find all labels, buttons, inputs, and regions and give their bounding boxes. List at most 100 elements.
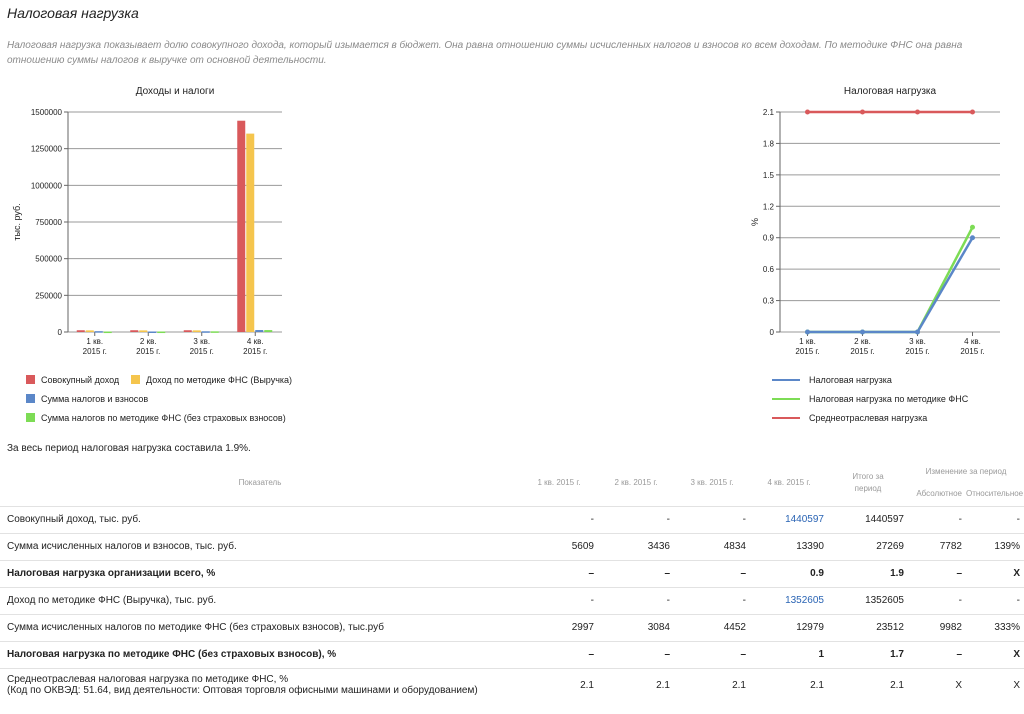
y-tick-label: 0.9: [763, 234, 775, 243]
cell-total: 1440597: [828, 505, 908, 533]
period-summary: За весь период налоговая нагрузка состав…: [7, 443, 251, 454]
x-tick-label: 2015 г.: [136, 347, 160, 356]
bar: [264, 330, 273, 332]
bar: [237, 120, 246, 333]
x-tick-label: 4 кв.: [247, 337, 264, 346]
cell-abs: –: [908, 559, 966, 587]
row-label-text: Сумма исчисленных налогов и взносов, тыс…: [7, 541, 237, 552]
row-label-text: Совокупный доход, тыс. руб.: [7, 514, 141, 525]
x-tick-label: 2015 г.: [850, 347, 874, 356]
cell-q3: 4834: [674, 532, 750, 560]
col-header-indicator: Показатель: [238, 478, 282, 488]
bar: [130, 330, 139, 332]
row-label: Сумма исчисленных налогов по методике ФН…: [0, 613, 520, 641]
cell-q3: -: [674, 505, 750, 533]
cell-q4: 12979: [750, 613, 828, 641]
data-point: [915, 109, 920, 115]
y-tick-label: 0: [770, 328, 775, 337]
legend-swatch-yellow: [131, 375, 140, 384]
bar: [210, 331, 219, 333]
row-label-text: Налоговая нагрузка организации всего, %: [7, 568, 216, 579]
data-point: [860, 329, 865, 335]
y-tick-label: 0.6: [763, 265, 775, 274]
legend-item-industry-burden[interactable]: Среднеотраслевая нагрузка: [772, 408, 968, 427]
cell-q1: 5609: [520, 532, 598, 560]
col-header-q4: 4 кв. 2015 г.: [767, 478, 811, 488]
cell-q4: 13390: [750, 532, 828, 560]
cell-abs: X: [908, 667, 966, 702]
row-label-note: (Код по ОКВЭД: 51.64, вид деятельности: …: [7, 685, 478, 697]
y-axis-label: %: [750, 218, 760, 226]
x-tick-label: 3 кв.: [909, 337, 926, 346]
cell-rel: X: [966, 559, 1024, 587]
legend-item-taxes-contributions[interactable]: Сумма налогов и взносов: [26, 389, 292, 408]
legend-swatch-green: [772, 397, 800, 400]
cell-q3: 4452: [674, 613, 750, 641]
cell-q2: –: [598, 640, 674, 668]
x-tick-label: 2015 г.: [243, 347, 267, 356]
legend-swatch-red: [26, 375, 35, 384]
cell-q1: -: [520, 586, 598, 614]
cell-total: 1.7: [828, 640, 908, 668]
legend-item-tax-burden[interactable]: Налоговая нагрузка: [772, 370, 968, 389]
chart-title: Налоговая нагрузка: [844, 86, 937, 97]
row-label-text: Среднеотраслевая налоговая нагрузка по м…: [7, 674, 289, 686]
income-taxes-chart: Доходы и налоги тыс. руб. 0 250000 500000 750…: [12, 86, 282, 356]
cell-q1: 2997: [520, 613, 598, 641]
bar: [148, 331, 157, 333]
cell-abs: –: [908, 640, 966, 668]
data-point: [915, 329, 920, 335]
x-tick-label: 2015 г.: [190, 347, 214, 356]
cell-q2: -: [598, 505, 674, 533]
legend-label: Налоговая нагрузка: [809, 374, 892, 385]
income-chart-legend: Совокупный доход Доход по методике ФНС (…: [26, 370, 292, 427]
y-tick-label: 750000: [35, 218, 62, 227]
cell-total: 1352605: [828, 586, 908, 614]
col-header-change: Изменение за период: [925, 466, 1007, 476]
x-tick-label: 4 кв.: [964, 337, 981, 346]
legend-item-total-income[interactable]: Совокупный доход: [26, 370, 131, 389]
data-point: [860, 109, 865, 115]
cell-link-q4[interactable]: 1352605: [750, 586, 828, 614]
legend-label: Сумма налогов по методике ФНС (без страх…: [41, 412, 286, 423]
row-label-text: Доход по методике ФНС (Выручка), тыс. ру…: [7, 595, 217, 606]
col-header-rel: Относительное: [966, 489, 1024, 499]
y-tick-label: 2.1: [763, 108, 775, 117]
cell-q4: 1: [750, 640, 828, 668]
cell-total: 27269: [828, 532, 908, 560]
cell-link-q4[interactable]: 1440597: [750, 505, 828, 533]
cell-q4: 0.9: [750, 559, 828, 587]
table-row: Сумма исчисленных налогов по методике ФН…: [0, 613, 1024, 641]
col-header-q1: 1 кв. 2015 г.: [537, 478, 581, 488]
y-tick-label: 1.8: [763, 139, 775, 148]
data-point: [970, 109, 975, 115]
bar: [139, 330, 148, 332]
cell-rel: -: [966, 505, 1024, 533]
legend-swatch-red: [772, 416, 800, 419]
cell-total: 23512: [828, 613, 908, 641]
legend-item-fns-revenue[interactable]: Доход по методике ФНС (Выручка): [131, 370, 292, 389]
bar: [85, 330, 94, 332]
bar: [201, 331, 210, 333]
cell-q2: 3436: [598, 532, 674, 560]
legend-label: Среднеотраслевая нагрузка: [809, 412, 928, 423]
table-row: Налоговая нагрузка организации всего, % –…: [0, 559, 1024, 587]
legend-item-fns-burden[interactable]: Налоговая нагрузка по методике ФНС: [772, 389, 968, 408]
table-row: Совокупный доход, тыс. руб. - - -1440597 144…: [0, 505, 1024, 533]
data-point: [805, 109, 810, 115]
y-tick-label: 1.2: [763, 202, 775, 211]
data-point: [805, 329, 810, 335]
cell-q2: –: [598, 559, 674, 587]
data-point: [970, 235, 975, 241]
legend-item-fns-taxes[interactable]: Сумма налогов по методике ФНС (без страх…: [26, 408, 292, 427]
series-line: [807, 237, 974, 334]
tax-burden-chart: Налоговая нагрузка% 0 0.3 0.6 0.9 1.2 1.5 1.8 2.…: [750, 86, 1000, 356]
col-header-q2: 2 кв. 2015 г.: [614, 478, 658, 488]
table-row: Доход по методике ФНС (Выручка), тыс. ру…: [0, 586, 1024, 614]
cell-q2: -: [598, 586, 674, 614]
row-label: Доход по методике ФНС (Выручка), тыс. ру…: [0, 586, 520, 614]
y-tick-label: 250000: [35, 291, 62, 300]
row-label: Совокупный доход, тыс. руб.: [0, 505, 520, 533]
bar: [157, 331, 166, 334]
cell-abs: 9982: [908, 613, 966, 641]
